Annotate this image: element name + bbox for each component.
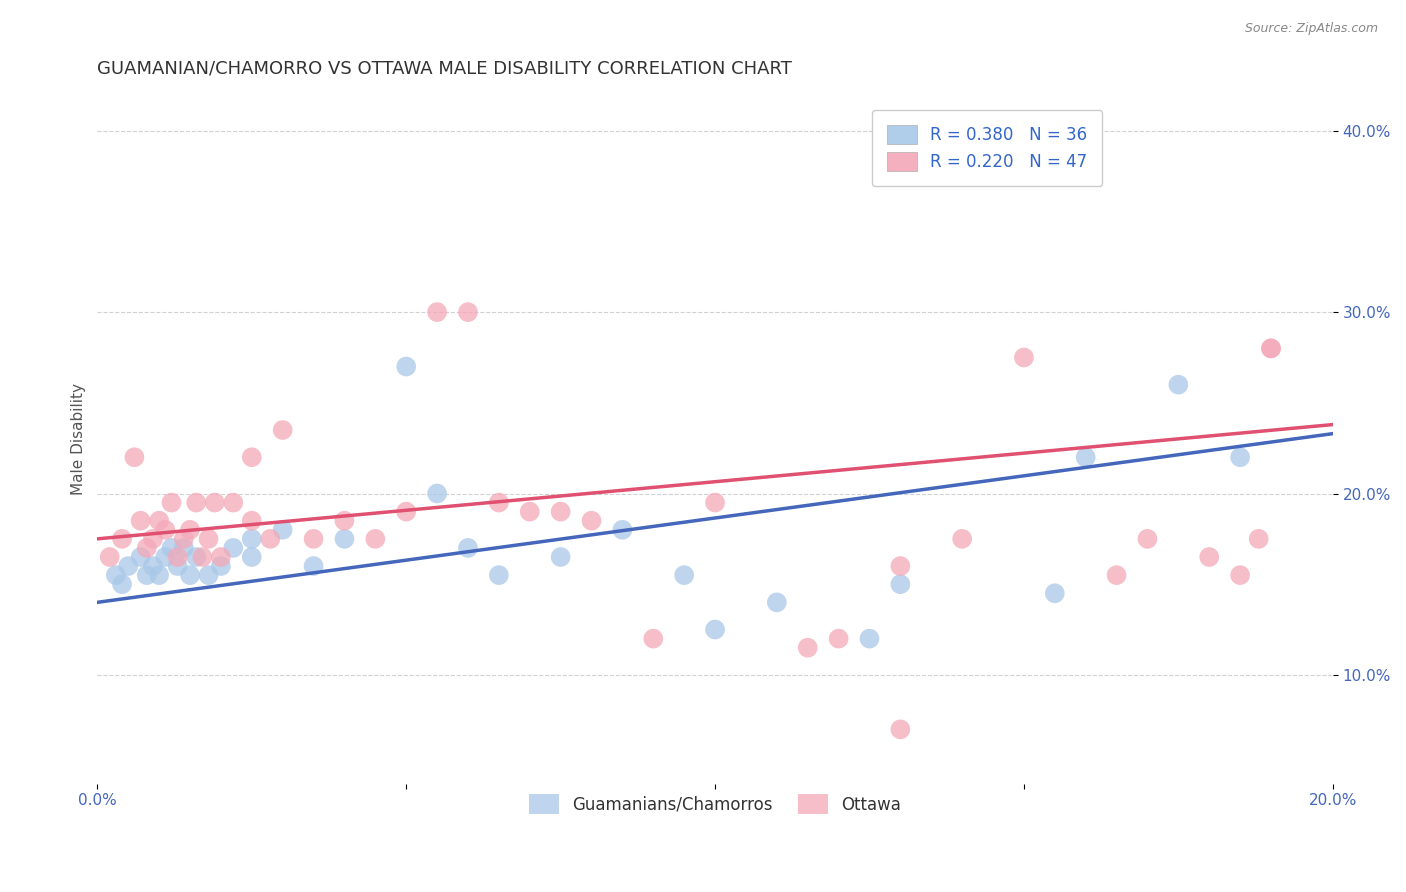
Point [148, 514, 170, 528]
Point [889, 723, 911, 737]
Point [135, 568, 157, 582]
Point [197, 568, 219, 582]
Point [519, 505, 541, 519]
Point [766, 595, 789, 609]
Point [142, 532, 165, 546]
Point [173, 541, 195, 555]
Point [186, 495, 208, 509]
Point [240, 450, 263, 465]
Point [129, 549, 152, 564]
Point [117, 559, 139, 574]
Point [166, 559, 188, 574]
Text: GUAMANIAN/CHAMORRO VS OTTAWA MALE DISABILITY CORRELATION CHART: GUAMANIAN/CHAMORRO VS OTTAWA MALE DISABI… [97, 60, 792, 78]
Point [1229, 568, 1251, 582]
Point [581, 514, 603, 528]
Point [488, 568, 510, 582]
Point [209, 549, 232, 564]
Point [333, 532, 356, 546]
Point [197, 532, 219, 546]
Point [222, 495, 245, 509]
Point [209, 559, 232, 574]
Point [1229, 450, 1251, 465]
Point [889, 559, 911, 574]
Point [426, 486, 449, 500]
Point [1260, 342, 1282, 356]
Point [240, 532, 263, 546]
Point [271, 523, 294, 537]
Point [395, 359, 418, 374]
Legend: Guamanians/Chamorros, Ottawa: Guamanians/Chamorros, Ottawa [519, 784, 911, 823]
Point [135, 541, 157, 555]
Point [488, 495, 510, 509]
Point [704, 623, 727, 637]
Point [98, 549, 121, 564]
Point [191, 549, 214, 564]
Point [827, 632, 849, 646]
Point [457, 541, 479, 555]
Point [395, 505, 418, 519]
Point [166, 549, 188, 564]
Point [550, 505, 572, 519]
Point [643, 632, 665, 646]
Point [240, 549, 263, 564]
Point [333, 514, 356, 528]
Point [704, 495, 727, 509]
Point [1012, 351, 1035, 365]
Point [186, 549, 208, 564]
Point [858, 632, 880, 646]
Point [889, 577, 911, 591]
Point [129, 514, 152, 528]
Point [148, 568, 170, 582]
Point [1136, 532, 1159, 546]
Point [155, 549, 177, 564]
Point [612, 523, 634, 537]
Point [155, 523, 177, 537]
Point [1043, 586, 1066, 600]
Point [1198, 549, 1220, 564]
Point [550, 549, 572, 564]
Point [426, 305, 449, 319]
Y-axis label: Male Disability: Male Disability [72, 383, 86, 495]
Point [302, 559, 325, 574]
Point [240, 514, 263, 528]
Point [160, 495, 183, 509]
Point [1247, 532, 1270, 546]
Point [673, 568, 696, 582]
Point [1105, 568, 1128, 582]
Point [1074, 450, 1097, 465]
Point [160, 541, 183, 555]
Point [222, 541, 245, 555]
Point [1167, 377, 1189, 392]
Point [457, 305, 479, 319]
Point [142, 559, 165, 574]
Point [302, 532, 325, 546]
Point [111, 532, 134, 546]
Text: Source: ZipAtlas.com: Source: ZipAtlas.com [1244, 22, 1378, 36]
Point [204, 495, 226, 509]
Point [1260, 342, 1282, 356]
Point [179, 523, 201, 537]
Point [179, 568, 201, 582]
Point [111, 577, 134, 591]
Point [796, 640, 818, 655]
Point [950, 532, 973, 546]
Point [259, 532, 281, 546]
Point [124, 450, 146, 465]
Point [104, 568, 127, 582]
Point [173, 532, 195, 546]
Point [271, 423, 294, 437]
Point [364, 532, 387, 546]
